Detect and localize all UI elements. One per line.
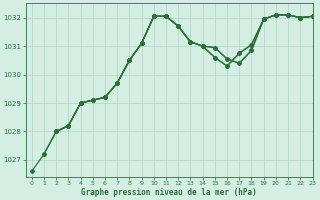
X-axis label: Graphe pression niveau de la mer (hPa): Graphe pression niveau de la mer (hPa) bbox=[81, 188, 257, 197]
